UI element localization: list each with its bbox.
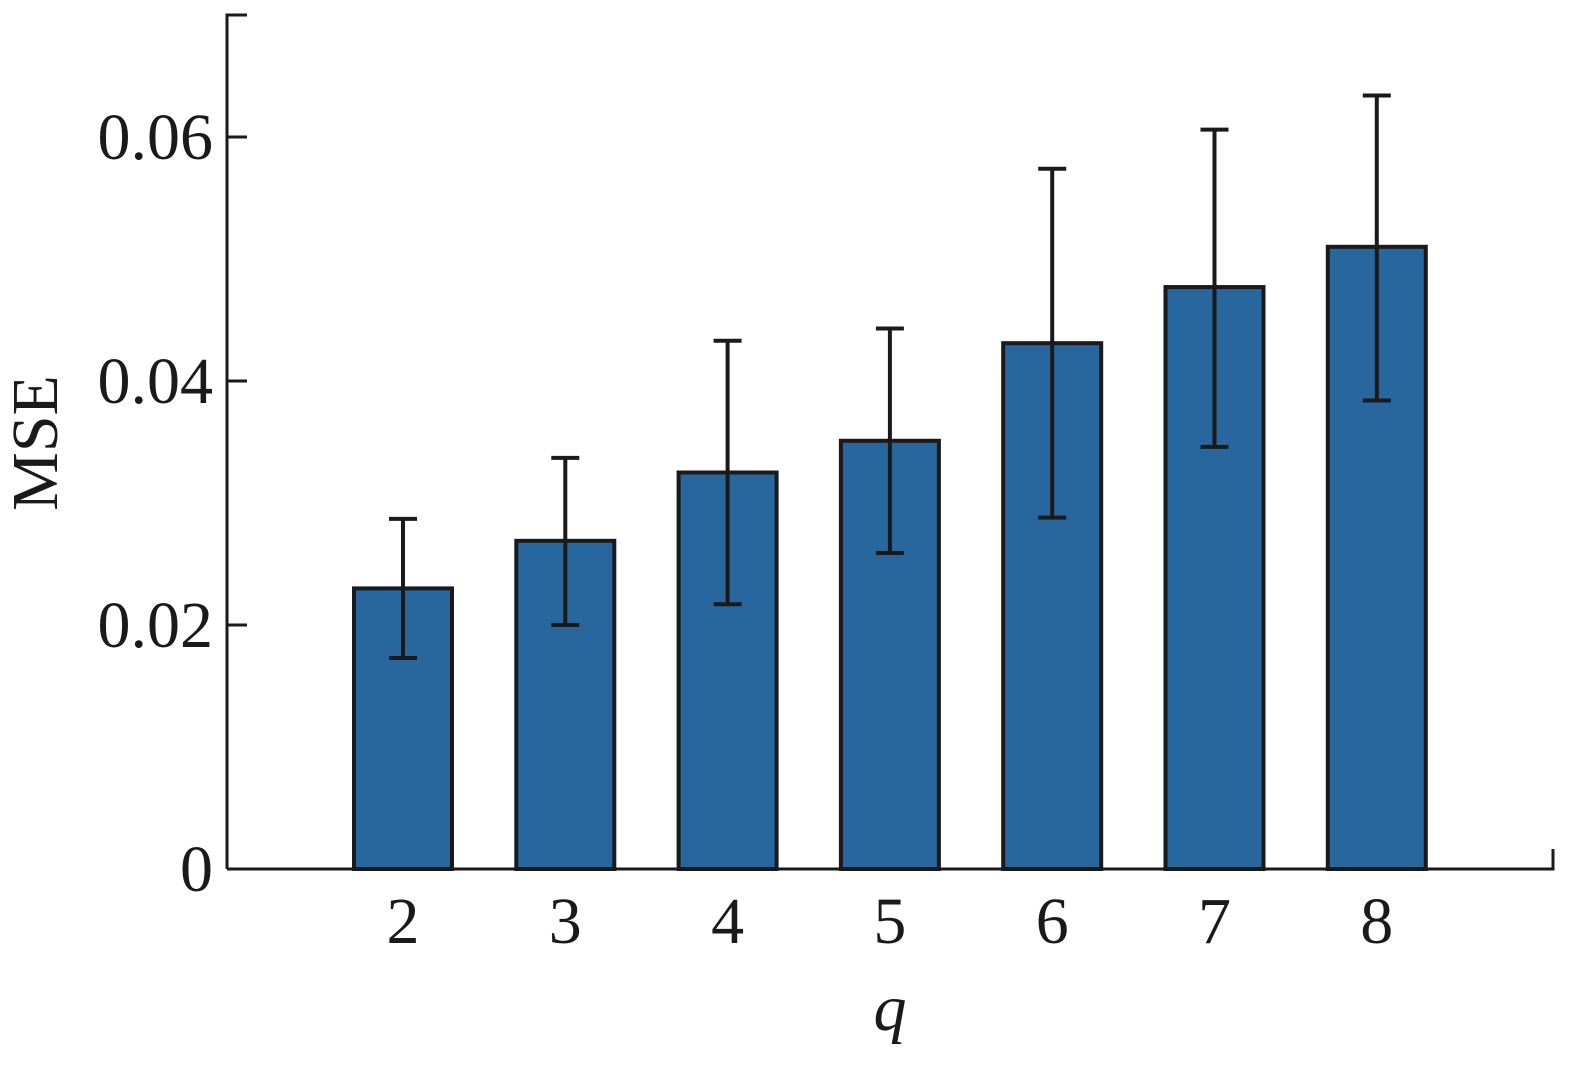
x-tick-label-5: 5 [873,885,906,958]
error-bar-q-8 [1362,93,1391,403]
x-tick-label-2: 2 [387,885,420,958]
y-tick-label: 0 [180,833,213,906]
x-axis-title: q [874,972,907,1045]
error-bar-q-2 [389,516,417,660]
y-tick-label: 0.04 [98,345,214,418]
x-tick-label-4: 4 [711,885,744,958]
error-bar-q-7 [1200,127,1229,449]
bar-q-5 [838,438,941,871]
x-tick-label-7: 7 [1198,885,1231,958]
y-axis-title: MSE [0,375,72,511]
error-bars-layer [389,93,1391,660]
y-tick-label: 0.02 [98,589,214,662]
x-tick-label-8: 8 [1360,885,1393,958]
x-tick-label-3: 3 [549,885,582,958]
x-axis-line [227,849,1555,871]
axes-layer [225,13,1555,871]
tick-labels-layer: 2 3 4 5 6 7 8 0 0.02 0.04 0.06 [98,101,1394,958]
error-bar-q-4 [713,338,742,607]
y-tick-label: 0.06 [98,101,214,174]
error-bar-q-3 [551,455,580,627]
y-axis-line [225,13,247,869]
error-bar-q-6 [1038,166,1067,520]
error-bar-q-5 [875,326,904,556]
x-tick-label-6: 6 [1036,885,1069,958]
